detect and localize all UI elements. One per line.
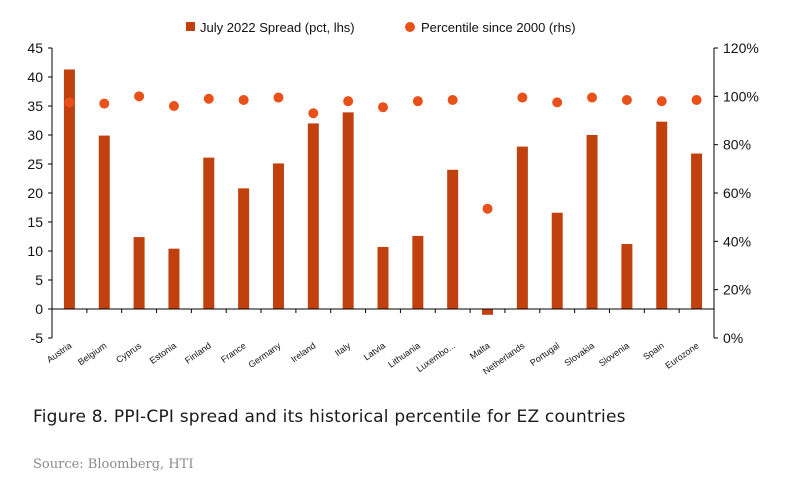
x-tick-label: Belgium xyxy=(76,340,108,367)
left-axis: -5 0 5 10 15 20 25 30 35 40 45 xyxy=(27,40,53,346)
percentile-dot xyxy=(308,108,319,119)
right-tick-label: 100% xyxy=(723,88,759,104)
percentile-dot xyxy=(203,93,214,104)
x-tick-label: Spain xyxy=(641,340,666,361)
x-tick-label: France xyxy=(219,340,248,364)
bar xyxy=(482,309,494,315)
x-tick-label: Portugal xyxy=(528,340,561,367)
left-tick-label: -5 xyxy=(31,330,44,346)
bar xyxy=(98,135,110,309)
left-tick-label: 30 xyxy=(27,127,43,143)
x-tick-label: Ireland xyxy=(289,340,317,364)
bar xyxy=(272,163,284,309)
bar xyxy=(342,112,354,309)
source-note: Source: Bloomberg, HTI xyxy=(33,457,194,472)
right-tick-label: 80% xyxy=(723,137,751,153)
right-tick-label: 40% xyxy=(723,233,751,249)
right-tick-label: 0% xyxy=(723,330,743,346)
x-tick-label: Cyprus xyxy=(114,340,143,365)
percentile-dot xyxy=(552,97,563,108)
left-tick-label: 10 xyxy=(27,243,43,259)
left-tick-label: 40 xyxy=(27,69,43,85)
percentile-dot xyxy=(412,96,423,107)
percentile-dot xyxy=(587,92,598,103)
left-tick-label: 20 xyxy=(27,185,43,201)
x-tick-label: Germany xyxy=(247,340,283,370)
percentile-dot xyxy=(656,96,667,107)
bar xyxy=(412,235,424,309)
x-tick-label: Slovakia xyxy=(563,340,597,368)
left-tick-label: 45 xyxy=(27,40,43,56)
bar xyxy=(586,135,598,309)
bar xyxy=(238,188,250,309)
legend-dot-swatch xyxy=(405,22,415,32)
x-axis: Austria Belgium Cyprus Estonia Finland France… xyxy=(45,308,715,376)
x-tick-label: Latvia xyxy=(362,340,387,362)
percentile-dot xyxy=(134,91,145,102)
percentile-dot xyxy=(273,92,284,103)
bar xyxy=(307,123,319,310)
percentile-dot xyxy=(99,98,110,109)
legend-bar-label: July 2022 Spread (pct, lhs) xyxy=(200,20,355,35)
percentile-dots xyxy=(64,91,702,214)
bar xyxy=(168,248,180,309)
left-tick-label: 25 xyxy=(27,156,43,172)
percentile-dot xyxy=(447,94,458,105)
bars xyxy=(63,69,703,315)
x-tick-label: Slovenia xyxy=(597,340,631,368)
chart: July 2022 Spread (pct, lhs) Percentile s… xyxy=(27,20,759,376)
x-tick-label: Malta xyxy=(468,340,492,361)
legend: July 2022 Spread (pct, lhs) Percentile s… xyxy=(186,20,576,35)
figure-caption: Figure 8. PPI-CPI spread and its histori… xyxy=(33,407,626,427)
x-tick-label: Estonia xyxy=(148,340,178,365)
x-tick-label: Austria xyxy=(45,340,74,364)
bar xyxy=(691,153,703,309)
x-tick-label: Finland xyxy=(183,340,213,365)
left-tick-label: 15 xyxy=(27,214,43,230)
bar xyxy=(621,244,633,309)
percentile-dot xyxy=(168,101,179,111)
percentile-dot xyxy=(621,94,632,105)
right-tick-label: 120% xyxy=(723,40,759,56)
percentile-dot xyxy=(343,96,354,107)
percentile-dot xyxy=(691,94,702,105)
x-tick-label: Luxembo... xyxy=(415,340,457,374)
bar xyxy=(551,212,563,309)
bar xyxy=(516,146,528,309)
left-tick-label: 0 xyxy=(35,301,43,317)
bar xyxy=(203,157,215,309)
left-tick-label: 5 xyxy=(35,272,43,288)
bar xyxy=(63,69,75,310)
x-tick-label: Eurozone xyxy=(663,340,700,370)
bar xyxy=(447,169,459,309)
right-tick-label: 20% xyxy=(723,282,751,298)
bar xyxy=(133,237,145,309)
percentile-dot xyxy=(238,94,249,105)
legend-bar-swatch xyxy=(186,22,195,31)
right-axis: 0% 20% 40% 60% 80% 100% 120% xyxy=(713,40,759,346)
right-tick-label: 60% xyxy=(723,185,751,201)
bar xyxy=(377,246,389,309)
percentile-dot xyxy=(64,97,75,108)
percentile-dot xyxy=(517,92,528,103)
legend-dot-label: Percentile since 2000 (rhs) xyxy=(421,20,576,35)
left-tick-label: 35 xyxy=(27,98,43,114)
bar xyxy=(656,121,668,309)
percentile-dot xyxy=(378,102,388,113)
percentile-dot xyxy=(482,203,493,214)
x-tick-label: Italy xyxy=(333,340,353,358)
